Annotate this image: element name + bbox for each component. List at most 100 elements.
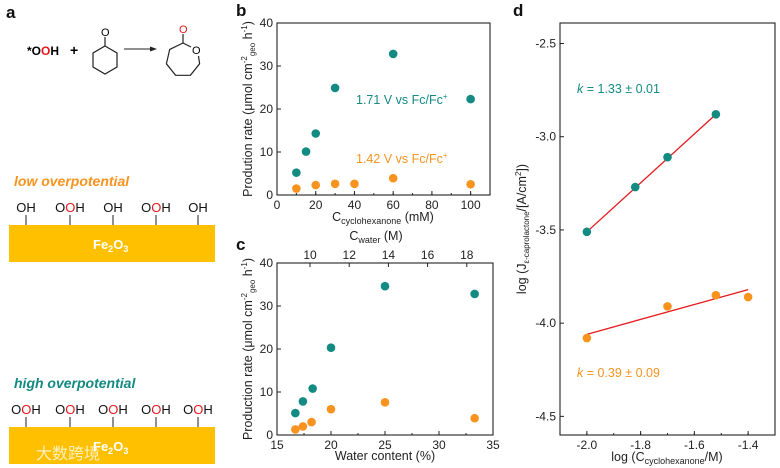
label-sub: cyclohexanone (341, 216, 401, 226)
y-tick-label: -3.5 (535, 223, 556, 237)
label-sub: ε-caprolactone (522, 211, 531, 264)
x-tick-label: 80 (425, 198, 439, 212)
y-tick-label: 10 (260, 145, 274, 159)
label-sub: cyclohexanone (645, 456, 705, 466)
y-tick-label: 40 (260, 256, 274, 270)
label-sup: -1 (240, 262, 249, 270)
data-point-low (291, 425, 300, 434)
data-point-high (663, 152, 672, 162)
site-atom: O (108, 402, 118, 417)
y-tick-label: 30 (260, 59, 274, 73)
y-tick-label: 30 (260, 299, 274, 313)
label-sup: 2 (514, 171, 523, 176)
label-part: log (C (611, 450, 644, 464)
y-tick-label: -4.0 (535, 316, 556, 330)
site-atom: O (16, 200, 26, 215)
reagent-red-o: O (41, 44, 50, 58)
label-sup: + (443, 92, 448, 101)
low-overpotential-title: low overpotential (14, 173, 130, 189)
label-part: = 1.33 ± 0.01 (583, 82, 660, 96)
label-sub: water (357, 235, 380, 245)
panel-letter-c: c (236, 235, 245, 254)
site-atom: O (11, 402, 21, 417)
site-atom: H (161, 200, 170, 215)
site-atom: H (113, 200, 122, 215)
x-tick-label: -2.0 (577, 438, 598, 452)
data-point-low (307, 417, 316, 427)
label-part: = 0.39 ± 0.09 (583, 366, 660, 380)
x-tick-label: 20 (324, 438, 338, 452)
formula-sub: 3 (123, 244, 128, 254)
chart-b-ylabel: Prodution rate (μmol cm-2geo h-1) (240, 21, 257, 197)
fit-line (586, 113, 717, 233)
chart-b: 0 20 40 60 80 100 0 10 20 30 40 (260, 16, 491, 212)
data-point-low (711, 290, 721, 300)
label-part: k (577, 82, 584, 96)
reagent-part: H (50, 44, 59, 58)
formula-sub: 2 (108, 244, 113, 254)
data-point-low (663, 302, 672, 311)
site-atom: O (55, 402, 65, 417)
formula-part: O (113, 237, 123, 252)
label-part: 1.71 V vs Fc/Fc (356, 93, 443, 107)
x-tick-label: -1.8 (630, 438, 651, 452)
site-atom: O (141, 200, 151, 215)
plot-frame (276, 22, 491, 196)
data-point-low (380, 398, 390, 407)
x2-tick-label: 14 (382, 248, 396, 262)
x-tick-label: 25 (378, 438, 392, 452)
site-atom: H (26, 200, 35, 215)
fe2o3-slab-high (9, 427, 215, 464)
label-part: /M) (705, 450, 723, 464)
x2-tick-label: 16 (421, 248, 435, 262)
label-part: ]) (515, 164, 529, 172)
x-tick-label: 60 (387, 198, 401, 212)
charts: 0 20 40 60 80 100 0 10 20 30 40 15 20 25 30 35 0 10 20 30 40… (260, 16, 776, 452)
site-atom: H (161, 402, 170, 417)
chart-d-ylabel: log (Jε-caprolactone/[A/cm2]) (514, 164, 531, 294)
surface-site-label: OH (16, 200, 36, 215)
label-part: h (241, 32, 255, 42)
data-point-high (380, 281, 390, 291)
data-point-low (743, 292, 753, 302)
x-tick-label: 0 (274, 198, 281, 212)
panel-a: a *OOH + O O O low overpotential OH OOH OH… (6, 3, 215, 464)
surface-site-label: OH (188, 200, 208, 215)
reaction-scheme: *OOH + O O O (27, 24, 201, 76)
data-point-high (308, 384, 317, 393)
low-surface-sites: OH OOH OH OOH OH (16, 200, 208, 225)
formula-part: O (113, 439, 123, 454)
panel-letter-b: b (236, 1, 246, 20)
formula-sub: 3 (123, 446, 128, 456)
surface-site-label: OOH (183, 402, 213, 417)
caprolactone-structure (165, 34, 201, 76)
site-atom: O (141, 402, 151, 417)
site-atom: H (198, 200, 207, 215)
surface-site-label: OOH (141, 402, 171, 417)
data-point-high (582, 227, 592, 237)
data-point-high (466, 94, 475, 104)
x-tick-label: 20 (309, 198, 323, 212)
site-atom: O (188, 200, 198, 215)
site-atom: O (151, 200, 161, 215)
site-atom: O (193, 402, 203, 417)
data-point-low (388, 173, 398, 183)
label-part: k (577, 366, 584, 380)
plus-sign: + (70, 42, 78, 58)
y-tick-label: -3.0 (535, 130, 556, 144)
panel-letter-a: a (6, 3, 16, 22)
data-point-low (326, 404, 336, 414)
fe2o3-label-high: Fe2O3 (93, 439, 128, 456)
chart-d-xlabel: log (Ccyclohexanone/M) (611, 450, 722, 466)
label-part: C (349, 229, 358, 243)
label-part: (mM) (401, 210, 434, 224)
data-point-high (470, 289, 479, 299)
chart-c: 15 20 25 30 35 0 10 20 30 40 10 12 14 16 18 (260, 248, 500, 452)
y-tick-label: 0 (266, 428, 273, 442)
label-part: C (332, 210, 341, 224)
y-tick-label: -2.5 (535, 37, 556, 51)
y-tick-label: 0 (266, 188, 273, 202)
label-part: (M) (380, 229, 402, 243)
site-atom: O (65, 200, 75, 215)
label-sup: -2 (240, 293, 249, 301)
